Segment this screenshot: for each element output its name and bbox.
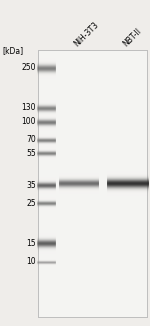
Text: 130: 130 (21, 103, 36, 112)
Text: 100: 100 (21, 117, 36, 126)
Text: 35: 35 (26, 181, 36, 189)
Text: NBT-II: NBT-II (122, 26, 144, 48)
Text: 250: 250 (21, 64, 36, 72)
Text: 15: 15 (26, 239, 36, 247)
Text: [kDa]: [kDa] (2, 46, 23, 55)
Text: 55: 55 (26, 149, 36, 157)
Text: 70: 70 (26, 136, 36, 144)
Text: 10: 10 (26, 258, 36, 266)
Text: 25: 25 (26, 199, 36, 208)
Text: NIH-3T3: NIH-3T3 (73, 20, 101, 48)
